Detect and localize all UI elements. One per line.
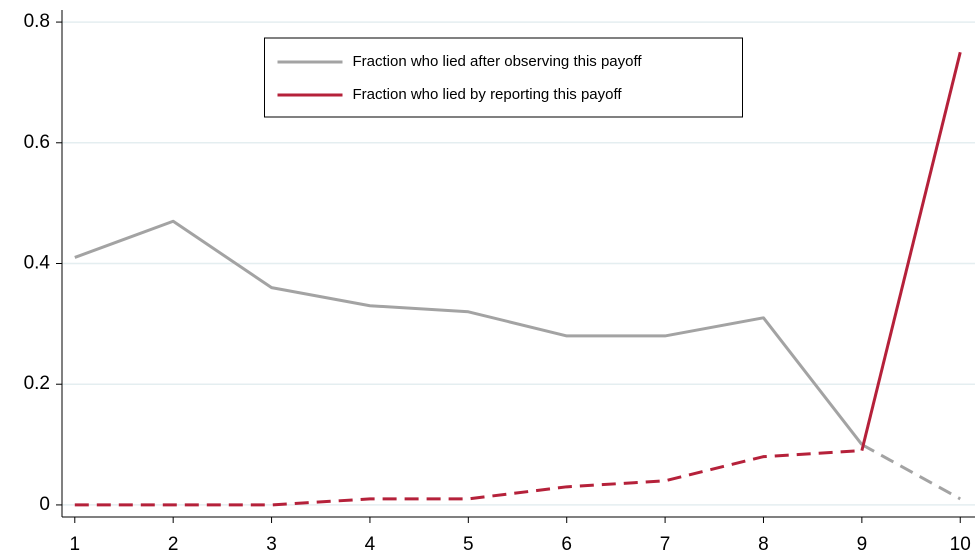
- x-tick-label: 1: [70, 534, 81, 555]
- legend-label: Fraction who lied after observing this p…: [353, 53, 643, 70]
- y-tick-label: 0.8: [24, 11, 50, 32]
- y-tick-label: 0.4: [24, 253, 51, 274]
- legend-box: [264, 37, 743, 118]
- series-line: [74, 219, 864, 446]
- y-tick-label: 0: [39, 494, 50, 515]
- x-tick-label: 3: [266, 534, 277, 555]
- y-tick-label: 0.6: [24, 132, 50, 153]
- x-tick-label: 8: [758, 534, 769, 555]
- series-line: [860, 51, 962, 451]
- y-tick-label: 0.2: [24, 373, 50, 394]
- x-tick-label: 2: [168, 534, 179, 555]
- x-tick-label: 6: [561, 534, 572, 555]
- x-tick-label: 7: [660, 534, 671, 555]
- legend-label: Fraction who lied by reporting this payo…: [353, 86, 623, 103]
- x-tick-label: 10: [950, 534, 971, 555]
- x-tick-label: 4: [365, 534, 376, 555]
- series-line: [861, 443, 961, 501]
- legend: Fraction who lied after observing this p…: [264, 37, 743, 118]
- series-line: [74, 449, 862, 507]
- x-tick-label: 5: [463, 534, 474, 555]
- x-tick-label: 9: [857, 534, 868, 555]
